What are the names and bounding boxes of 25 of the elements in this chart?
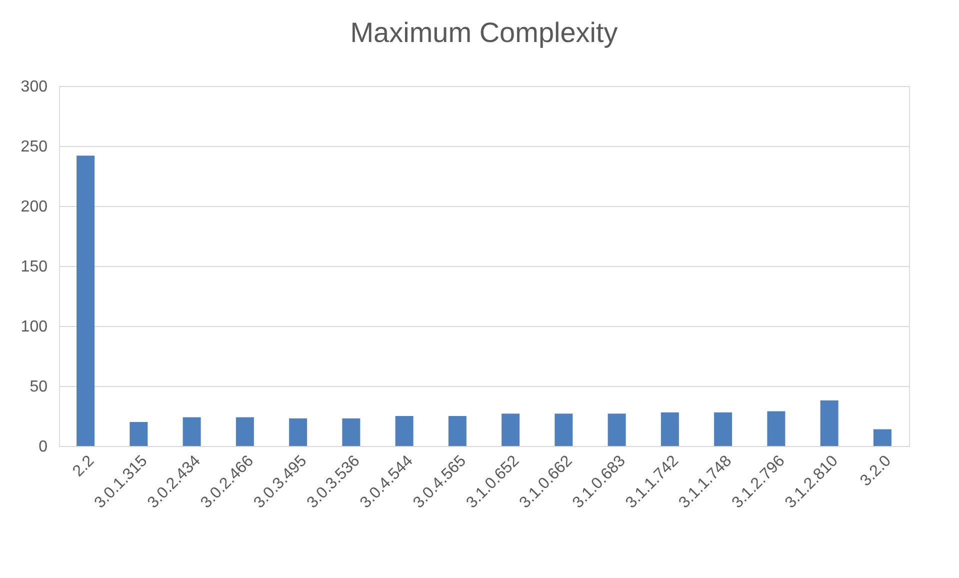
bar <box>182 417 201 446</box>
y-tick-label: 50 <box>30 378 48 396</box>
bar <box>76 156 95 446</box>
chart-title: Maximum Complexity <box>350 17 618 48</box>
y-tick-label: 0 <box>38 438 48 456</box>
bar <box>448 416 466 446</box>
bar <box>289 418 308 446</box>
y-tick-label: 200 <box>20 198 48 216</box>
bar <box>820 400 838 446</box>
bar <box>236 417 254 446</box>
bar <box>502 414 520 446</box>
bar <box>660 412 679 446</box>
bar <box>608 414 626 446</box>
bar <box>395 416 414 446</box>
bar <box>873 429 892 446</box>
bar <box>554 414 573 446</box>
bar <box>342 418 360 446</box>
bar <box>130 422 148 446</box>
bar <box>767 411 786 446</box>
y-tick-label: 250 <box>20 138 48 156</box>
y-tick-label: 150 <box>20 258 48 276</box>
x-tick-label: 2.2 <box>70 452 98 480</box>
y-tick-label: 100 <box>20 318 48 336</box>
y-tick-label: 300 <box>20 78 48 96</box>
bar <box>714 412 732 446</box>
